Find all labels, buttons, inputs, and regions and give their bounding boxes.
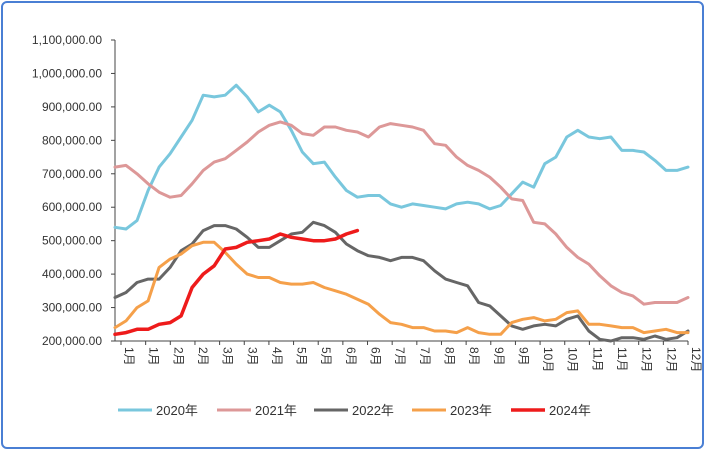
x-tick-label: 9月 bbox=[492, 347, 506, 366]
legend: 2020年 2021年 2022年 2023年 2024年 bbox=[118, 403, 591, 418]
x-tick-label: 9月 bbox=[516, 347, 530, 366]
series-line-2021年 bbox=[113, 120, 690, 306]
legend-item: 2022年 bbox=[314, 403, 394, 418]
x-tick-label: 5月 bbox=[319, 347, 333, 366]
chart-axes bbox=[111, 39, 689, 345]
x-tick-label: 1月 bbox=[147, 347, 161, 366]
series-line-2024年 bbox=[113, 228, 360, 337]
chart-frame bbox=[1, 1, 704, 449]
x-tick-label: 4月 bbox=[270, 347, 284, 366]
x-tick-label: 11月 bbox=[615, 347, 629, 371]
series-line-2022年 bbox=[113, 220, 690, 343]
y-tick-label: 1,100,000.00 bbox=[32, 33, 102, 47]
legend-label: 2021年 bbox=[255, 403, 297, 418]
x-tick-label: 1月 bbox=[122, 347, 136, 366]
x-axis-tick-labels: 1月 1月 2月 2月 3月 3月 4月 5月 5月 6月 6月 7月 7月 8月 8月 9月 9月 10月 10月… bbox=[122, 347, 703, 372]
y-axis-tick-labels: 200,000.00 300,000.00 400,000.00 500,000.00… bbox=[32, 33, 102, 348]
x-tick-label: 12月 bbox=[664, 347, 678, 372]
legend-label: 2022年 bbox=[352, 403, 394, 418]
x-tick-label: 5月 bbox=[295, 347, 309, 366]
x-tick-label: 11月 bbox=[590, 347, 604, 371]
y-tick-label: 200,000.00 bbox=[42, 334, 102, 348]
legend-item: 2023年 bbox=[412, 403, 492, 418]
series-lines bbox=[113, 83, 690, 343]
y-tick-label: 800,000.00 bbox=[42, 133, 102, 147]
x-tick-label: 8月 bbox=[467, 347, 481, 366]
x-tick-label: 3月 bbox=[245, 347, 259, 366]
x-tick-label: 3月 bbox=[221, 347, 235, 366]
legend-item: 2020年 bbox=[118, 403, 198, 418]
x-tick-label: 7月 bbox=[393, 347, 407, 366]
x-tick-label: 2月 bbox=[171, 347, 185, 366]
x-tick-label: 6月 bbox=[369, 347, 383, 366]
x-tick-label: 10月 bbox=[566, 347, 580, 372]
y-tick-label: 400,000.00 bbox=[42, 267, 102, 281]
legend-item: 2021年 bbox=[217, 403, 297, 418]
legend-label: 2024年 bbox=[549, 403, 591, 418]
y-tick-label: 900,000.00 bbox=[42, 100, 102, 114]
x-tick-label: 10月 bbox=[541, 347, 555, 372]
legend-label: 2023年 bbox=[450, 403, 492, 418]
x-tick-label: 7月 bbox=[418, 347, 432, 366]
x-tick-label: 2月 bbox=[196, 347, 210, 366]
y-tick-label: 300,000.00 bbox=[42, 301, 102, 315]
x-tick-label: 12月 bbox=[640, 347, 654, 372]
series-line-2023年 bbox=[113, 240, 690, 336]
x-tick-label: 6月 bbox=[344, 347, 358, 366]
legend-label: 2020年 bbox=[156, 403, 198, 418]
x-tick-label: 8月 bbox=[442, 347, 456, 366]
x-tick-label: 12月 bbox=[689, 347, 703, 372]
legend-item: 2024年 bbox=[511, 403, 591, 418]
y-tick-label: 700,000.00 bbox=[42, 167, 102, 181]
y-tick-label: 1,000,000.00 bbox=[32, 66, 102, 80]
y-tick-label: 600,000.00 bbox=[42, 200, 102, 214]
series-line-2020年 bbox=[113, 83, 690, 231]
y-tick-label: 500,000.00 bbox=[42, 234, 102, 248]
